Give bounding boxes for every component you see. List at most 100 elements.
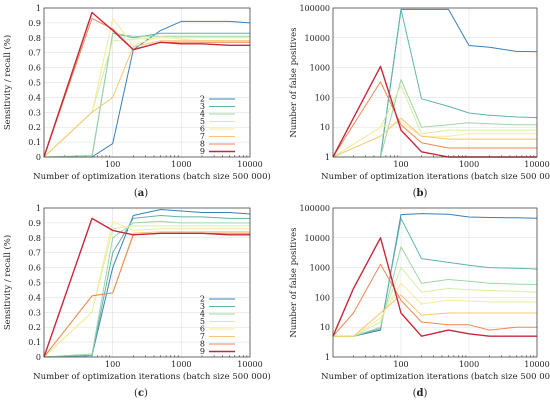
series-line-6 (332, 121, 537, 158)
y-tick-label: 0.7 (28, 249, 41, 258)
plot-frame (332, 207, 538, 358)
y-tick-label: 10 (320, 123, 330, 132)
y-axis-label: Number of false positives (289, 227, 299, 337)
y-tick-label: 0.3 (28, 308, 41, 317)
y-tick-label: 1 (325, 153, 330, 162)
subfigure-label: (c) (134, 388, 148, 399)
x-tick-label: 10000 (524, 160, 549, 169)
legend-label-4: 4 (200, 110, 205, 119)
y-tick-label: 0.1 (28, 138, 41, 147)
x-tick-label: 100 (105, 160, 120, 169)
plot-frame (332, 7, 538, 158)
x-axis-label: Number of optimization iterations (batch… (33, 171, 271, 182)
series-line-7 (332, 117, 537, 158)
legend-label-2: 2 (200, 95, 205, 104)
series-line-4 (333, 246, 538, 337)
x-tick-label: 1000 (459, 360, 479, 369)
legend-label-9: 9 (200, 347, 205, 356)
subfigure-label: (d) (413, 388, 428, 399)
legend-label-9: 9 (200, 147, 205, 156)
y-tick-label: 1000 (310, 264, 330, 273)
y-tick-label: 100000 (299, 4, 330, 13)
y-tick-label: 1 (325, 353, 330, 362)
y-tick-label: 0.7 (28, 49, 41, 58)
x-tick-label: 100 (393, 360, 408, 369)
series-line-4 (43, 32, 250, 158)
legend-label-8: 8 (200, 340, 205, 349)
y-tick-label: 10 (320, 323, 330, 332)
x-tick-label: 10000 (237, 360, 262, 369)
y-tick-label: 0.6 (28, 64, 41, 73)
legend-label-3: 3 (200, 102, 205, 111)
x-tick-label: 1000 (171, 360, 191, 369)
y-axis-label: Sensitivity / recall (%) (2, 235, 13, 330)
series-line-6 (43, 220, 250, 358)
x-tick-label: 10000 (524, 360, 549, 369)
y-tick-label: 100000 (299, 204, 330, 213)
y-tick-label: 10000 (305, 34, 330, 43)
series-line-5 (43, 225, 250, 358)
x-tick-label: 100 (105, 360, 120, 369)
series-line-7 (43, 40, 250, 158)
legend-label-3: 3 (200, 302, 205, 311)
y-tick-label: 0.4 (28, 93, 41, 102)
series-line-7 (43, 231, 250, 358)
x-axis-label: Number of optimization iterations (batch… (33, 371, 271, 382)
chart-panel-b: 1 10 100 1000 10000 100000 100 1000 10000 Number … (289, 4, 550, 199)
y-tick-label: 0.5 (28, 279, 41, 288)
plot-frame (43, 207, 251, 358)
y-tick-label: 0.2 (28, 123, 41, 132)
chart-panel-c: 0 0.1 0.2 0.3 0.4 0.5 0.6 0.7 0.8 0.9 1 100 1000 1000… (2, 204, 271, 399)
y-tick-label: 1000 (310, 64, 330, 73)
series-line-7 (333, 294, 537, 337)
y-tick-label: 0.4 (28, 293, 41, 302)
legend-label-5: 5 (200, 317, 205, 326)
series-line-2 (333, 213, 538, 337)
legend-label-2: 2 (200, 295, 205, 304)
legend-label-6: 6 (200, 325, 205, 334)
y-tick-label: 0 (36, 153, 41, 162)
series-line-9 (43, 11, 250, 158)
y-axis-label: Number of false positives (289, 27, 299, 137)
series-line-5 (43, 37, 250, 158)
y-tick-label: 0.1 (28, 338, 41, 347)
x-tick-label: 100 (393, 160, 408, 169)
x-axis-label: Number of optimization iterations (batch… (321, 171, 550, 182)
x-tick-label: 10000 (237, 160, 262, 169)
chart-panel-a: 0 0.1 0.2 0.3 0.4 0.5 0.6 0.7 0.8 0.9 1 100 1000 1000… (2, 4, 271, 199)
y-tick-label: 0.2 (28, 323, 41, 332)
y-tick-label: 0.8 (28, 234, 41, 243)
subfigure-label: (b) (413, 188, 428, 199)
series-line-9 (43, 217, 250, 358)
subfigure-label: (a) (134, 188, 148, 199)
legend-label-4: 4 (200, 310, 205, 319)
series-line-3 (44, 32, 250, 158)
legend-label-7: 7 (200, 132, 205, 141)
series-line-2 (44, 20, 251, 158)
x-axis-label: Number of optimization iterations (batch… (321, 371, 550, 382)
series-line-3 (333, 8, 538, 158)
series-line-8 (43, 232, 250, 358)
x-tick-label: 1000 (459, 160, 479, 169)
plot-frame (43, 7, 251, 158)
y-tick-label: 0.9 (28, 219, 41, 228)
series-line-5 (332, 85, 537, 158)
legend-label-6: 6 (200, 125, 205, 134)
y-tick-label: 0 (36, 353, 41, 362)
series-line-2 (333, 8, 538, 158)
chart-panel-d: 1 10 100 1000 10000 100000 100 1000 10000 Number … (289, 204, 550, 399)
legend-label-5: 5 (200, 117, 205, 126)
legend-label-8: 8 (200, 140, 205, 149)
series-line-2 (43, 209, 251, 358)
y-tick-label: 0.8 (28, 34, 41, 43)
y-tick-label: 100 (315, 93, 330, 102)
x-tick-label: 1000 (171, 160, 191, 169)
y-tick-label: 1 (36, 4, 41, 13)
series-line-5 (333, 267, 538, 337)
series-line-4 (43, 220, 250, 358)
y-tick-label: 100 (315, 293, 330, 302)
y-axis-label: Sensitivity / recall (%) (2, 35, 13, 130)
series-line-8 (332, 263, 537, 337)
series-line-8 (332, 81, 537, 158)
